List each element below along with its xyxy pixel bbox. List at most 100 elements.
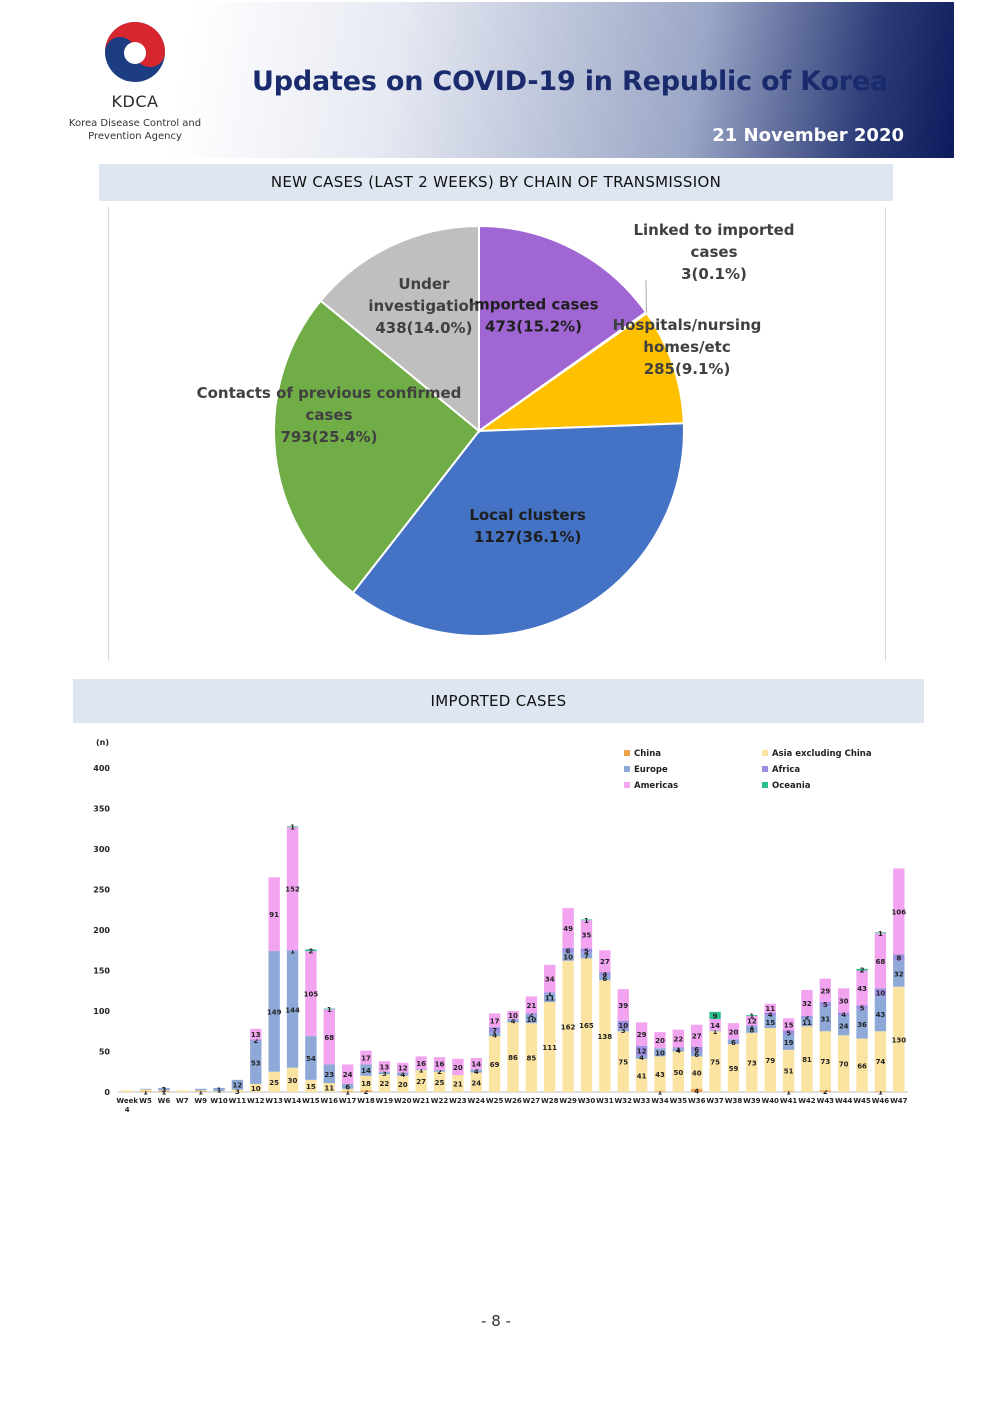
bar-data-label: 4: [474, 1068, 479, 1076]
bar-data-label: 5: [860, 1004, 865, 1012]
bar-data-label: 43: [655, 1071, 665, 1079]
x-tick-label-line: W9: [194, 1097, 207, 1105]
bar-segment-asia-excluding-china: [544, 1002, 556, 1092]
x-tick-label: W30: [578, 1097, 596, 1105]
legend-label-china: China: [634, 749, 661, 759]
bar-data-label: 1: [878, 930, 883, 938]
x-tick-label: W9: [194, 1097, 207, 1105]
x-tick-label: W18: [357, 1097, 375, 1105]
bar-segment-americas: [415, 1056, 427, 1070]
bar-segment-asia-excluding-china: [250, 1083, 262, 1092]
bar-data-label: 53: [251, 1059, 261, 1067]
bar-segment-americas: [874, 933, 887, 989]
x-tick-label: W44: [835, 1097, 853, 1105]
bar-data-label: 20: [729, 1028, 739, 1036]
bar-data-label: 27: [416, 1078, 426, 1086]
bar-segment-europe: [801, 1017, 813, 1027]
bar-segment-oceania: [874, 932, 887, 934]
bar-data-label: 15: [765, 1019, 775, 1027]
bar-segment-europe: [544, 993, 556, 1003]
x-tick-label-line: W27: [523, 1097, 541, 1105]
bar-segment-asia-excluding-china: [691, 1056, 703, 1089]
bar-segment-europe: [305, 1036, 317, 1080]
bar-data-label: 1: [713, 1028, 718, 1036]
bar-data-label: 138: [598, 1033, 613, 1041]
bar-data-label: 86: [508, 1054, 518, 1062]
bar-data-label: 4: [511, 1018, 516, 1026]
bar-segment-americas: [360, 1050, 372, 1065]
bar-segment-europe: [727, 1039, 740, 1045]
pie-label-line: 793(25.4%): [280, 428, 377, 446]
bar-data-label: 149: [267, 1008, 282, 1016]
bar-data-label: 2: [823, 1088, 828, 1096]
bar-data-label: 1: [290, 948, 295, 956]
bar-segment-asia-excluding-china: [268, 1071, 280, 1092]
bar-segment-americas: [764, 1003, 776, 1013]
bar-data-label: 1: [290, 824, 295, 832]
bar-data-label: 2: [253, 1037, 258, 1045]
pie-slice-4: [272, 299, 481, 595]
bar-data-label: 20: [453, 1064, 463, 1072]
pie-label-line: homes/etc: [643, 338, 730, 356]
x-tick-label: W34: [651, 1097, 669, 1105]
bar-data-label: 10: [251, 1085, 261, 1093]
bar-segment-americas: [305, 951, 317, 1037]
bar-segment-africa: [286, 950, 299, 952]
bar-data-label: 2: [860, 967, 865, 975]
bar-data-label: 5: [584, 948, 589, 956]
bar-segment-europe: [213, 1087, 225, 1092]
x-tick-label: W13: [265, 1097, 283, 1105]
pie-label-line: Imported cases: [469, 295, 599, 313]
bar-segment-asia-excluding-china: [801, 1026, 813, 1092]
bar-segment-europe: [838, 1015, 850, 1036]
bar-data-label: 68: [324, 1034, 334, 1042]
bar-segment-asia-excluding-china: [470, 1072, 482, 1092]
bar-segment-africa: [544, 992, 556, 994]
bar-data-label: 20: [655, 1037, 665, 1045]
bar-segment-europe: [525, 1015, 538, 1024]
bar-segment-americas: [654, 1032, 666, 1049]
bar-segment-americas: [691, 1024, 703, 1047]
pie-label-5: Under investigation 438(14.0%): [368, 275, 479, 337]
x-tick-label: W39: [743, 1097, 761, 1105]
bar-data-label: 1: [749, 1023, 754, 1031]
bar-segment-asia-excluding-china: [452, 1074, 464, 1092]
bar-data-label: 9: [713, 1012, 718, 1020]
bar-segment-europe: [341, 1083, 354, 1089]
pie-label-line: investigation: [368, 297, 479, 315]
x-tick-label: W16: [321, 1097, 339, 1105]
bar-data-label: 23: [324, 1071, 334, 1079]
bar-data-label: 69: [490, 1061, 500, 1069]
bar-data-label: 11: [545, 995, 555, 1003]
bar-segment-asia-excluding-china: [286, 1067, 299, 1092]
x-tick-label-line: W29: [559, 1097, 577, 1105]
x-tick-label: W20: [394, 1097, 412, 1105]
bar-segment-asia-excluding-china: [176, 1090, 188, 1092]
bar-segment-africa: [599, 972, 611, 976]
bar-data-label: 34: [545, 976, 555, 984]
report-date: 21 November 2020: [712, 125, 904, 146]
bar-segment-americas: [286, 827, 299, 951]
bar-segment-europe: [286, 951, 299, 1068]
bar-data-label: 13: [380, 1063, 390, 1071]
bar-data-label: 3: [382, 1070, 387, 1078]
logo-subtitle-line1: Korea Disease Control and: [68, 118, 202, 129]
bar-segment-china: [874, 1091, 887, 1092]
bar-data-label: 21: [453, 1081, 463, 1089]
x-tick-label: W11: [229, 1097, 247, 1105]
bar-data-label: 111: [542, 1044, 557, 1052]
bar-segment-asia-excluding-china: [139, 1089, 152, 1092]
bar-segment-americas: [617, 989, 629, 1021]
bar-segment-americas: [819, 978, 832, 1003]
legend-swatch-americas: [624, 782, 630, 788]
bar-data-label: 8: [749, 1027, 754, 1035]
bar-data-label: 10: [618, 1022, 628, 1030]
x-tick-label-line: W40: [761, 1097, 779, 1105]
bar-segment-europe: [397, 1072, 409, 1076]
page-title: Updates on COVID-19 in Republic of Korea: [252, 66, 889, 97]
x-tick-label-line: W30: [578, 1097, 596, 1105]
bar-data-label: 11: [802, 1019, 812, 1027]
bar-data-label: 14: [471, 1061, 481, 1069]
bar-segment-americas: [544, 964, 556, 993]
bar-segment-asia-excluding-china: [433, 1071, 446, 1092]
